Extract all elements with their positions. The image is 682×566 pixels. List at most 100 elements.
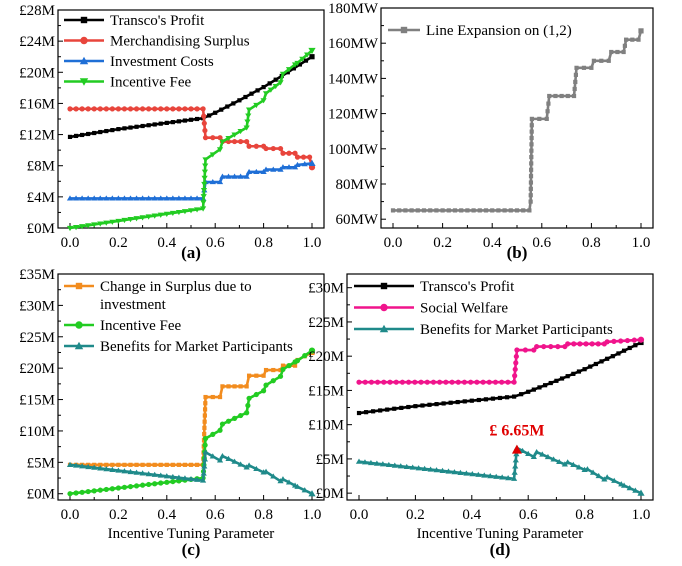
series-marker bbox=[529, 154, 534, 160]
series-marker bbox=[421, 208, 427, 213]
series-marker bbox=[104, 462, 109, 467]
series-marker bbox=[492, 379, 499, 385]
series-marker bbox=[606, 58, 611, 63]
series-marker bbox=[576, 369, 582, 374]
series-marker bbox=[253, 168, 260, 175]
series-marker bbox=[210, 135, 216, 141]
series-marker bbox=[301, 161, 308, 167]
series-marker bbox=[67, 106, 73, 112]
series-marker bbox=[412, 379, 418, 385]
y-tick-label: £0M bbox=[316, 486, 344, 502]
series-marker bbox=[409, 208, 414, 213]
series-marker bbox=[271, 367, 276, 373]
series-marker bbox=[151, 213, 158, 219]
series-marker bbox=[209, 178, 216, 185]
series-marker bbox=[556, 458, 563, 465]
series-marker bbox=[589, 341, 595, 347]
series-marker bbox=[116, 127, 121, 132]
series-marker bbox=[98, 129, 103, 135]
series-marker bbox=[529, 161, 534, 166]
series-marker bbox=[474, 379, 480, 385]
series-marker bbox=[115, 106, 121, 112]
legend-label: Benefits for Market Participants bbox=[420, 322, 613, 338]
series-marker bbox=[115, 485, 121, 491]
series-marker bbox=[79, 195, 86, 201]
x-tick-label: 0.2 bbox=[109, 235, 128, 251]
series-marker bbox=[630, 37, 635, 42]
series-marker bbox=[209, 453, 216, 459]
annotation-arrow bbox=[511, 444, 522, 454]
series-marker bbox=[152, 106, 158, 112]
series-marker bbox=[219, 452, 226, 459]
series-marker bbox=[514, 208, 520, 213]
series-marker bbox=[496, 208, 501, 213]
series-marker bbox=[301, 487, 308, 493]
legend-marker bbox=[74, 341, 84, 350]
series-marker bbox=[133, 483, 140, 489]
series-marker bbox=[169, 195, 176, 201]
legend-marker bbox=[80, 16, 88, 24]
series-marker bbox=[270, 166, 277, 172]
series-marker bbox=[291, 66, 296, 71]
x-tick-label: 0.0 bbox=[384, 235, 403, 251]
series-marker bbox=[217, 135, 223, 141]
series-marker bbox=[308, 159, 316, 166]
y-tick-label: £5M bbox=[316, 452, 344, 468]
series-marker bbox=[202, 127, 208, 134]
series-marker bbox=[97, 221, 104, 227]
y-tick-label: 60MW bbox=[336, 212, 379, 228]
series-marker bbox=[67, 491, 73, 497]
series-marker bbox=[285, 67, 293, 73]
series-marker bbox=[225, 173, 232, 179]
series-marker bbox=[255, 88, 260, 93]
series-marker bbox=[127, 483, 134, 490]
series-marker bbox=[121, 484, 128, 490]
series-marker bbox=[157, 472, 164, 478]
series-marker bbox=[440, 208, 445, 213]
series-marker bbox=[615, 49, 620, 55]
series-marker bbox=[565, 341, 571, 347]
y-tick-label: 160MW bbox=[328, 36, 379, 52]
series-marker bbox=[272, 83, 279, 90]
series-marker bbox=[175, 209, 182, 216]
series-marker bbox=[511, 475, 518, 481]
series-marker bbox=[371, 409, 376, 414]
series-marker bbox=[170, 120, 175, 125]
y-tick-label: £30M bbox=[308, 281, 344, 297]
series-marker bbox=[128, 462, 133, 467]
series-marker bbox=[528, 186, 533, 191]
series-marker bbox=[387, 379, 393, 385]
x-axis-label: Incentive Tuning Parameter bbox=[108, 526, 275, 542]
legend-marker bbox=[79, 56, 89, 65]
series-marker bbox=[202, 442, 208, 448]
series-marker bbox=[267, 87, 274, 93]
series-marker bbox=[66, 461, 74, 467]
y-tick-label: £28M bbox=[19, 3, 55, 19]
series-marker bbox=[145, 195, 152, 201]
series-marker bbox=[279, 164, 287, 170]
series-marker bbox=[457, 469, 464, 475]
series-marker bbox=[363, 410, 369, 415]
series-marker bbox=[505, 475, 512, 481]
series-marker bbox=[103, 220, 110, 226]
series-marker bbox=[73, 490, 79, 496]
panel-label: (a) bbox=[181, 243, 201, 262]
series-marker bbox=[599, 359, 604, 364]
series-marker bbox=[121, 468, 128, 474]
series-marker bbox=[202, 135, 209, 141]
series-marker bbox=[122, 462, 127, 467]
series-marker bbox=[115, 467, 122, 473]
x-tick-label: 0.8 bbox=[575, 507, 594, 523]
series-marker bbox=[561, 461, 568, 467]
series-marker bbox=[433, 467, 440, 473]
series-marker bbox=[244, 138, 250, 145]
chart-panel-2: 0.0 0.2 0.4 0.6 0.8 1.0 £0M £5M £10M £15M £20M £25M… bbox=[19, 267, 325, 559]
series-marker bbox=[164, 462, 169, 467]
series-marker bbox=[164, 120, 169, 125]
series-marker bbox=[605, 356, 610, 361]
series-marker bbox=[356, 379, 362, 385]
series-marker bbox=[468, 379, 474, 385]
x-tick-label: 1.0 bbox=[303, 235, 322, 251]
series-marker bbox=[434, 402, 439, 407]
series-marker bbox=[175, 474, 182, 480]
